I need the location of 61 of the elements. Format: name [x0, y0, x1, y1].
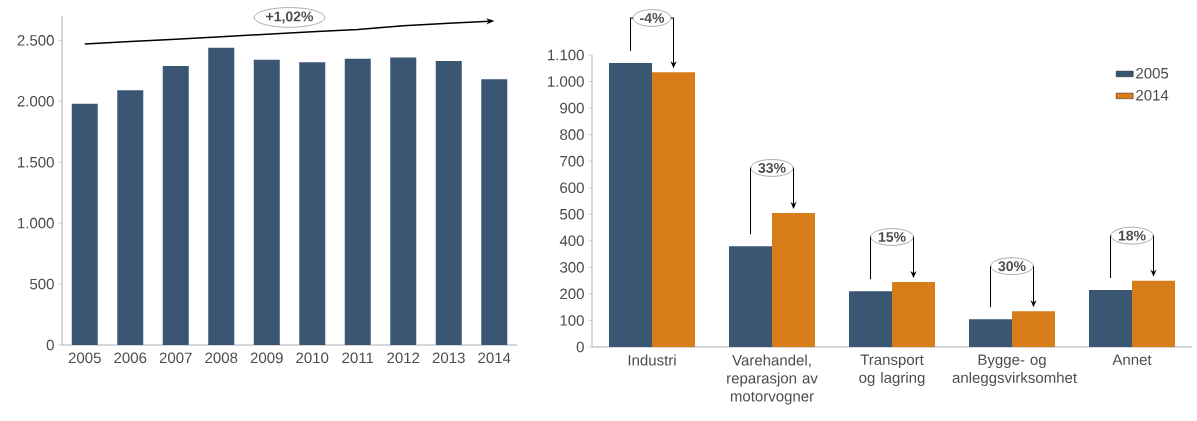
x-tick-label: 2014 [478, 352, 511, 364]
bar [849, 291, 893, 347]
x-tick-label: 2008 [205, 352, 238, 364]
legend-label: 2005 [1136, 67, 1169, 79]
bar [1089, 289, 1133, 347]
bar [1132, 280, 1176, 347]
bar [729, 246, 773, 347]
x-tick-label: Transport og lagring [859, 354, 925, 386]
x-tick-label: Varehandel, reparasjon av motorvogner [727, 354, 818, 405]
x-tick-label: 2013 [432, 352, 465, 364]
bar [253, 59, 280, 345]
y-tick-label: 1.500 [18, 156, 54, 168]
y-tick-label: 1.000 [548, 76, 584, 87]
x-tick-label: Industri [628, 354, 676, 366]
text: -4% [640, 13, 665, 23]
y-tick-label: 600 [560, 182, 584, 194]
y-tick-label: 800 [560, 129, 584, 140]
bar [344, 58, 371, 345]
x-tick-label: 2006 [114, 352, 147, 364]
y-tick-label: 100 [560, 315, 584, 326]
bar [481, 79, 508, 345]
bar [772, 212, 816, 347]
bar [71, 103, 98, 345]
y-tick-label: 0 [46, 339, 54, 351]
y-tick-label: 200 [560, 288, 584, 300]
legend-label: 2014 [1136, 89, 1169, 101]
bar [390, 57, 417, 345]
x-tick-label: 2007 [159, 352, 192, 364]
x-tick-label: 2012 [387, 352, 420, 364]
y-tick-label: 1.100 [548, 49, 584, 61]
bar [208, 47, 235, 345]
x-tick-label: 2011 [342, 352, 374, 364]
x-tick-label: Annet [1112, 354, 1152, 365]
y-tick-label: 900 [560, 102, 584, 114]
annotation: 15% [878, 232, 906, 242]
y-tick-label: 500 [560, 208, 584, 220]
annotation: +1,02% [266, 11, 314, 24]
bar [117, 90, 144, 345]
annotation: 30% [998, 261, 1026, 272]
y-tick-label: 700 [560, 155, 584, 167]
y-tick-label: 400 [559, 235, 584, 247]
annotation: 33% [758, 162, 786, 173]
bar [969, 319, 1013, 347]
y-tick-label: 0 [576, 341, 584, 353]
y-tick-label: 2.500 [17, 35, 54, 46]
bar [609, 62, 652, 347]
annotation: 18% [1118, 230, 1146, 241]
bar [652, 72, 696, 347]
y-tick-label: 300 [560, 262, 584, 273]
y-tick-label: 1.000 [18, 217, 54, 229]
bar [162, 65, 189, 345]
x-tick-label: Bygge- og anleggsvirksomhet [952, 354, 1077, 386]
x-tick-label: 2010 [296, 352, 329, 364]
y-tick-label: 500 [30, 278, 54, 290]
y-tick-label: 2.000 [17, 95, 54, 107]
bar [892, 281, 936, 347]
bar [299, 62, 326, 345]
bar [1012, 311, 1056, 347]
x-tick-label: 2009 [250, 352, 283, 364]
bar [435, 61, 462, 345]
x-tick-label: 2005 [68, 352, 101, 364]
